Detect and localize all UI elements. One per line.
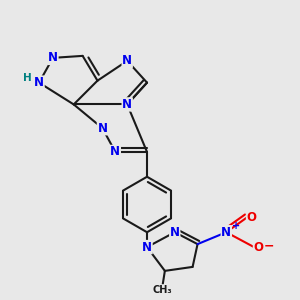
Text: O: O bbox=[254, 241, 263, 254]
Text: O: O bbox=[247, 211, 256, 224]
Text: −: − bbox=[264, 239, 274, 252]
Text: N: N bbox=[122, 98, 132, 111]
Text: N: N bbox=[221, 226, 231, 239]
Text: N: N bbox=[34, 76, 44, 89]
Text: N: N bbox=[98, 122, 107, 135]
Text: N: N bbox=[142, 241, 152, 254]
Text: N: N bbox=[170, 226, 180, 239]
Text: N: N bbox=[48, 51, 58, 64]
Text: H: H bbox=[23, 73, 32, 83]
Text: CH₃: CH₃ bbox=[152, 285, 172, 295]
Text: +: + bbox=[232, 221, 240, 231]
Text: N: N bbox=[110, 146, 120, 158]
Text: N: N bbox=[122, 54, 132, 67]
